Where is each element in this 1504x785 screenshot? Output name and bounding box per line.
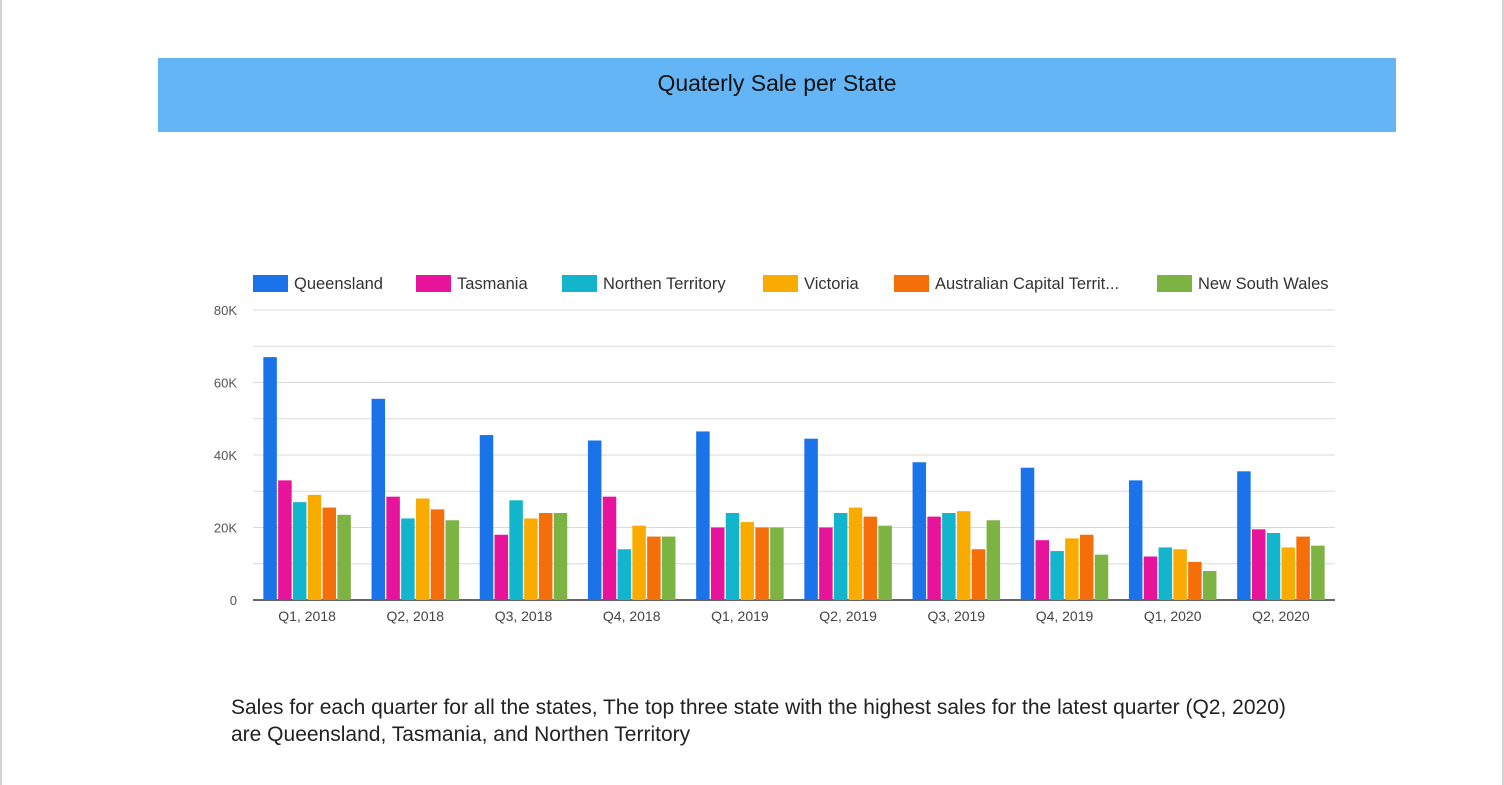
bar bbox=[927, 516, 941, 600]
bar bbox=[1020, 467, 1035, 600]
legend-label[interactable]: Queensland bbox=[294, 275, 383, 293]
chart-title: Quaterly Sale per State bbox=[657, 70, 897, 96]
bar bbox=[524, 518, 538, 600]
page-border-left bbox=[0, 0, 2, 785]
bar bbox=[755, 527, 769, 600]
x-tick-label: Q2, 2020 bbox=[1252, 608, 1310, 624]
legend-label[interactable]: Australian Capital Territ... bbox=[935, 275, 1119, 293]
bar bbox=[509, 500, 523, 600]
bar bbox=[1094, 554, 1109, 600]
bar bbox=[617, 549, 632, 600]
bar bbox=[278, 480, 292, 600]
bar bbox=[647, 536, 661, 600]
bar bbox=[696, 431, 710, 600]
legend-swatch bbox=[416, 275, 451, 292]
bar bbox=[602, 496, 617, 600]
bar bbox=[553, 513, 568, 600]
legend-swatch bbox=[253, 275, 288, 292]
bar bbox=[1079, 534, 1094, 600]
y-tick-label: 60K bbox=[214, 376, 237, 391]
legend-label[interactable]: Northen Territory bbox=[603, 275, 726, 293]
bar bbox=[942, 513, 956, 600]
bar bbox=[1266, 532, 1281, 600]
bar bbox=[740, 522, 755, 600]
bar bbox=[1128, 480, 1143, 600]
x-tick-label: Q4, 2019 bbox=[1036, 608, 1094, 624]
bar bbox=[833, 513, 848, 600]
bar bbox=[1065, 538, 1079, 600]
bar bbox=[819, 527, 833, 600]
x-tick-label: Q4, 2018 bbox=[603, 608, 661, 624]
bar bbox=[710, 527, 725, 600]
bar bbox=[1251, 529, 1266, 600]
x-tick-label: Q1, 2019 bbox=[711, 608, 769, 624]
bar bbox=[878, 525, 892, 600]
bar bbox=[587, 440, 602, 600]
y-tick-label: 40K bbox=[214, 448, 237, 463]
bar bbox=[322, 507, 337, 600]
title-banner: Quaterly Sale per State bbox=[158, 58, 1396, 132]
bar bbox=[1173, 549, 1187, 600]
bar bbox=[445, 520, 460, 600]
x-tick-label: Q1, 2020 bbox=[1144, 608, 1202, 624]
bar bbox=[632, 525, 646, 600]
bar-chart: 0 20K 40K 60K 80K Q1, 2018 Q2, 2018 Q3, 2018 Q4… bbox=[214, 275, 1335, 624]
bar bbox=[401, 518, 415, 600]
x-tick-label: Q1, 2018 bbox=[278, 608, 336, 624]
bar bbox=[1202, 571, 1217, 600]
bars bbox=[263, 357, 1325, 600]
bar bbox=[1188, 561, 1202, 600]
bar bbox=[804, 438, 818, 600]
page-border-right bbox=[1502, 0, 1504, 785]
bar bbox=[971, 549, 986, 600]
chart-caption: Sales for each quarter for all the state… bbox=[231, 696, 1286, 746]
x-tick-label: Q3, 2019 bbox=[927, 608, 985, 624]
bar bbox=[912, 462, 927, 600]
legend-swatch bbox=[562, 275, 597, 292]
bar bbox=[1158, 547, 1173, 600]
bar bbox=[1281, 547, 1296, 600]
bar bbox=[725, 513, 740, 600]
y-axis-ticks: 0 20K 40K 60K 80K bbox=[214, 303, 237, 608]
bar bbox=[307, 494, 322, 600]
y-tick-label: 0 bbox=[230, 593, 237, 608]
bar bbox=[1237, 471, 1251, 600]
legend-swatch bbox=[1157, 275, 1192, 292]
bar bbox=[494, 534, 509, 600]
legend-swatch bbox=[894, 275, 929, 292]
y-tick-label: 20K bbox=[214, 521, 237, 536]
bar bbox=[863, 516, 878, 600]
legend-label[interactable]: New South Wales bbox=[1198, 275, 1329, 293]
y-tick-label: 80K bbox=[214, 303, 237, 318]
bar bbox=[337, 514, 351, 600]
bar bbox=[479, 435, 494, 600]
x-tick-label: Q2, 2018 bbox=[386, 608, 444, 624]
legend-label[interactable]: Victoria bbox=[804, 275, 860, 293]
x-tick-label: Q3, 2018 bbox=[495, 608, 553, 624]
bar bbox=[1311, 545, 1325, 600]
bar bbox=[1035, 540, 1050, 600]
bar bbox=[430, 509, 445, 600]
bar bbox=[292, 502, 307, 600]
bar bbox=[1296, 536, 1310, 600]
bar bbox=[1050, 551, 1064, 600]
x-axis-ticks: Q1, 2018 Q2, 2018 Q3, 2018 Q4, 2018 Q1, 2019… bbox=[278, 608, 1310, 624]
legend[interactable]: Queensland Tasmania Northen Territory Victo… bbox=[253, 275, 1329, 293]
bar bbox=[661, 536, 676, 600]
bar bbox=[848, 507, 863, 600]
legend-swatch bbox=[763, 275, 798, 292]
bar bbox=[415, 498, 430, 600]
bar bbox=[956, 511, 971, 600]
bar bbox=[538, 513, 553, 600]
legend-label[interactable]: Tasmania bbox=[457, 275, 528, 293]
bar bbox=[371, 398, 386, 600]
bar bbox=[263, 357, 277, 600]
bar bbox=[986, 520, 1001, 600]
x-tick-label: Q2, 2019 bbox=[819, 608, 877, 624]
bar bbox=[386, 496, 400, 600]
gridlines bbox=[253, 309, 1335, 601]
bar bbox=[770, 527, 784, 600]
bar bbox=[1143, 556, 1158, 600]
